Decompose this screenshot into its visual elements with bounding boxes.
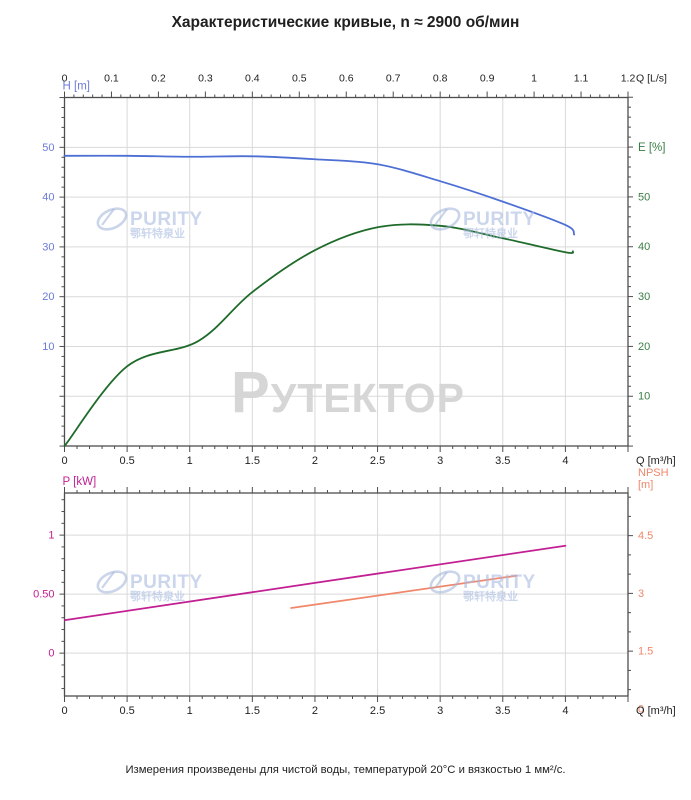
svg-text:20: 20 <box>638 341 650 353</box>
svg-text:0.5: 0.5 <box>119 705 134 717</box>
svg-text:E [%]: E [%] <box>638 142 665 154</box>
svg-text:3: 3 <box>638 588 644 600</box>
svg-text:[m]: [m] <box>638 479 653 491</box>
svg-text:0.9: 0.9 <box>480 73 495 85</box>
svg-text:0: 0 <box>48 648 54 660</box>
svg-text:Рутектор: Рутектор <box>231 360 465 425</box>
svg-text:4: 4 <box>562 705 568 717</box>
svg-text:50: 50 <box>638 191 650 203</box>
svg-text:2.5: 2.5 <box>370 455 385 467</box>
svg-text:4.5: 4.5 <box>638 530 653 542</box>
svg-text:0.4: 0.4 <box>245 73 260 85</box>
svg-text:1: 1 <box>48 530 54 542</box>
svg-text:2: 2 <box>312 455 318 467</box>
svg-text:40: 40 <box>638 241 650 253</box>
svg-text:0.2: 0.2 <box>151 73 166 85</box>
svg-text:10: 10 <box>638 391 650 403</box>
svg-text:0: 0 <box>62 73 68 85</box>
svg-text:30: 30 <box>42 241 54 253</box>
svg-text:1.5: 1.5 <box>245 455 260 467</box>
svg-text:0.8: 0.8 <box>433 73 448 85</box>
svg-text:P [kW]: P [kW] <box>63 476 97 488</box>
svg-text:1: 1 <box>187 455 193 467</box>
svg-text:3.5: 3.5 <box>495 705 510 717</box>
svg-text:40: 40 <box>42 192 54 204</box>
svg-text:3.5: 3.5 <box>495 455 510 467</box>
svg-text:10: 10 <box>42 341 54 353</box>
svg-text:0.3: 0.3 <box>198 73 213 85</box>
svg-text:4: 4 <box>562 455 568 467</box>
svg-text:20: 20 <box>42 291 54 303</box>
svg-text:0.1: 0.1 <box>104 73 119 85</box>
svg-text:1.2: 1.2 <box>621 73 636 85</box>
svg-text:0.7: 0.7 <box>386 73 401 85</box>
svg-text:30: 30 <box>638 291 650 303</box>
svg-text:Q [m³/h]: Q [m³/h] <box>636 455 676 467</box>
svg-text:0: 0 <box>61 455 67 467</box>
svg-text:0: 0 <box>61 705 67 717</box>
svg-text:3: 3 <box>437 455 443 467</box>
svg-text:1: 1 <box>187 705 193 717</box>
svg-text:1: 1 <box>531 73 537 85</box>
svg-text:0.6: 0.6 <box>339 73 354 85</box>
svg-text:2: 2 <box>312 705 318 717</box>
svg-text:NPSH: NPSH <box>638 467 669 479</box>
svg-text:3: 3 <box>437 705 443 717</box>
svg-text:2.5: 2.5 <box>370 705 385 717</box>
svg-text:Q [L/s]: Q [L/s] <box>636 73 667 85</box>
svg-text:0.5: 0.5 <box>119 455 134 467</box>
svg-text:1.5: 1.5 <box>245 705 260 717</box>
svg-text:Q [m³/h]: Q [m³/h] <box>636 705 676 717</box>
svg-text:0.50: 0.50 <box>33 589 54 601</box>
svg-text:1.1: 1.1 <box>574 73 589 85</box>
svg-text:1.5: 1.5 <box>638 646 653 658</box>
svg-text:50: 50 <box>42 142 54 154</box>
svg-text:0.5: 0.5 <box>292 73 307 85</box>
